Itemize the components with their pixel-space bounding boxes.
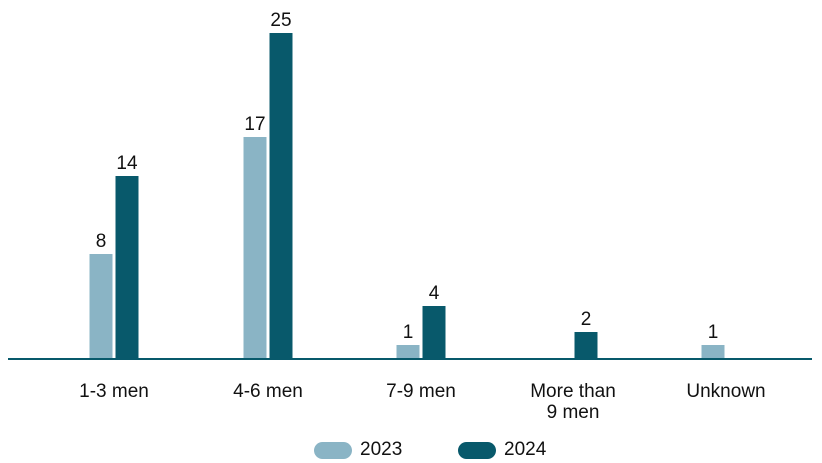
value-label-2023-1: 17 (244, 114, 265, 135)
bars-group (89, 33, 725, 358)
category-label-line: More than (530, 381, 616, 402)
value-label-2024-3: 2 (581, 309, 592, 330)
category-label-line: 4-6 men (233, 381, 303, 402)
bar-2024-1 (269, 33, 293, 358)
category-label-2: 7-9 men (386, 381, 456, 402)
category-labels-group: 1-3 men 4-6 men 7-9 men More than 9 men Unkno… (79, 381, 765, 423)
value-label-2024-2: 4 (429, 283, 440, 304)
category-label-1: 4-6 men (233, 381, 303, 402)
legend-label-2024: 2024 (504, 439, 547, 460)
category-label-line: 1-3 men (79, 381, 149, 402)
legend-swatch-2024 (458, 441, 496, 459)
legend-item-2023: 2023 (314, 437, 402, 463)
bar-2024-3 (574, 332, 598, 358)
category-label-0: 1-3 men (79, 381, 149, 402)
value-label-2024-0: 14 (116, 153, 138, 174)
bar-2024-2 (422, 306, 446, 358)
legend-label-2023: 2023 (360, 439, 403, 460)
bar-2023-0 (89, 254, 113, 358)
legend-item-2024: 2024 (458, 437, 546, 463)
category-label-line: 9 men (547, 402, 600, 423)
category-label-3: More than 9 men (530, 381, 616, 423)
value-label-2023-4: 1 (708, 322, 719, 343)
bar-2023-4 (701, 345, 725, 358)
bar-2023-1 (243, 137, 267, 358)
bar-2023-2 (396, 345, 420, 358)
legend: 2023 2024 (0, 437, 822, 463)
legend-swatch-2023 (314, 441, 352, 459)
category-label-line: 7-9 men (386, 381, 456, 402)
value-label-2023-0: 8 (96, 231, 107, 252)
value-label-2023-2: 1 (403, 322, 414, 343)
value-label-2024-1: 25 (270, 10, 291, 31)
category-label-4: Unknown (686, 381, 765, 402)
bar-2024-0 (115, 176, 139, 358)
category-label-line: Unknown (686, 381, 765, 402)
